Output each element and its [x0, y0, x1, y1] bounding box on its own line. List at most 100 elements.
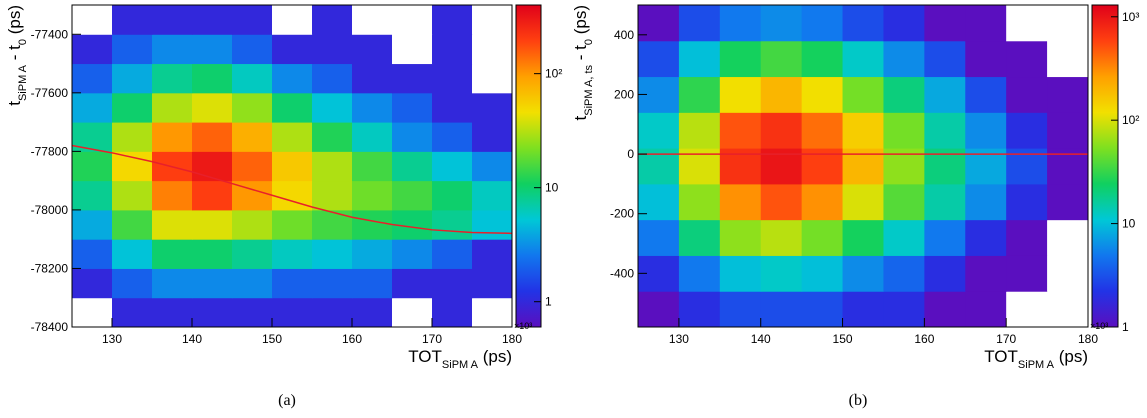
heatmap-cell [924, 5, 966, 42]
heatmap-cell [352, 209, 393, 240]
x-tick-label: 160 [914, 332, 934, 346]
heatmap-cell [924, 183, 966, 221]
heatmap-cell [678, 219, 721, 256]
x-tick-label: 140 [751, 332, 771, 346]
chart: 130 140 150 160 170 180 -78400 -78200 -78000 -778… [5, 4, 562, 409]
heatmap-cell [883, 183, 925, 221]
heatmap-cell [842, 255, 884, 292]
heatmap-cell [472, 297, 513, 328]
x-tick-label: 160 [342, 332, 362, 346]
heatmap-cell [352, 63, 393, 94]
heatmap-cell [232, 5, 273, 35]
heatmap-cell [72, 92, 113, 123]
subscript: SiPM A [1018, 359, 1055, 371]
heatmap-cell [112, 92, 153, 123]
heatmap-cell [192, 268, 233, 299]
x-axis-title: TOTSiPM A (ps) [984, 347, 1088, 371]
heatmap-cell [272, 63, 313, 94]
heatmap-cell [760, 76, 803, 113]
heatmap-cell [432, 180, 473, 211]
heatmap-cell [842, 76, 884, 113]
colorbar-tick-label: 10 [545, 181, 559, 195]
caption: (a) [278, 392, 296, 409]
heatmap-cell [801, 40, 844, 78]
heatmap-cell [1047, 255, 1089, 292]
heatmap-cell [1006, 5, 1048, 42]
heatmap-cell [192, 151, 233, 182]
heatmap-cell [352, 180, 393, 211]
heatmap-cell [678, 112, 721, 149]
heatmap-cell [232, 122, 273, 152]
heatmap-cell [760, 112, 803, 149]
heatmap-cell [883, 255, 925, 292]
y-tick-label: 200 [614, 87, 634, 101]
heatmap-cell [272, 5, 313, 35]
heatmap-cell [392, 63, 433, 94]
heatmap-cell [1006, 40, 1048, 78]
x-tick-label: 150 [262, 332, 282, 346]
heatmap-cell [842, 40, 884, 78]
label-part: t [5, 101, 24, 106]
subscript: SiPM A [17, 64, 29, 101]
subscript: 0 [17, 39, 29, 45]
x-axis-title: TOTSiPM A (ps) [408, 347, 512, 371]
heatmap-cell [719, 76, 762, 113]
heatmap-cell [965, 291, 1007, 328]
heatmap-cell [801, 255, 844, 292]
heatmap-cell [472, 209, 513, 240]
label-part: TOT [984, 347, 1018, 366]
heatmap-cell [1006, 183, 1048, 221]
x-multiplier: ×10³ [514, 321, 532, 331]
heatmap-cell [192, 63, 233, 94]
x-tick-label: 170 [996, 332, 1016, 346]
heatmap-cell [965, 183, 1007, 221]
heatmap-cell [678, 40, 721, 78]
heatmap-cell [719, 291, 762, 328]
heatmap-cell [112, 34, 153, 65]
label-part: (ps) [5, 5, 24, 39]
heatmap-cell [472, 92, 513, 123]
heatmap-cell [842, 291, 884, 328]
subscript: SiPM A [442, 359, 479, 371]
heatmap-cell [112, 151, 153, 182]
heatmap-cell [678, 76, 721, 113]
heatmap-cell [801, 291, 844, 328]
heatmap-cell [1047, 40, 1089, 78]
heatmap-cell [392, 239, 433, 269]
y-tick-label: -77400 [31, 27, 69, 41]
heatmap-cell [152, 180, 193, 211]
heatmap-cell [392, 151, 433, 182]
heatmap-cell [312, 122, 353, 152]
heatmap-cell [312, 297, 353, 328]
heatmap-cell [1047, 183, 1089, 221]
heatmap-cell [272, 92, 313, 123]
heatmap-cell [272, 122, 313, 152]
heatmap-cell [678, 291, 721, 328]
heatmap-cell [72, 297, 113, 328]
heatmap-cell [112, 209, 153, 240]
heatmap-cell [678, 5, 721, 42]
heatmap-cell [192, 297, 233, 328]
heatmap-cell [883, 76, 925, 113]
heatmap-cell [965, 76, 1007, 113]
heatmap-cell [883, 219, 925, 256]
heatmap-cell [842, 219, 884, 256]
heatmap-cell [719, 255, 762, 292]
heatmap-cell [472, 239, 513, 269]
label-part: (ps) [1054, 347, 1088, 366]
label-part: (ps) [571, 5, 590, 39]
heatmap-cell [312, 239, 353, 269]
heatmap-cell [192, 209, 233, 240]
heatmap-cell [760, 40, 803, 78]
heatmap-cell [432, 34, 473, 65]
heatmap-cell [432, 63, 473, 94]
heatmap-cell [352, 5, 393, 35]
x-tick-label: 150 [833, 332, 853, 346]
heatmap-cell [312, 5, 353, 35]
heatmap-cell [72, 34, 113, 65]
colorbar-tick-label: 10 [1122, 217, 1136, 231]
x-tick-label: 140 [182, 332, 202, 346]
label-part: (ps) [478, 347, 512, 366]
heatmap-cell [192, 180, 233, 211]
heatmap-cell [432, 297, 473, 328]
